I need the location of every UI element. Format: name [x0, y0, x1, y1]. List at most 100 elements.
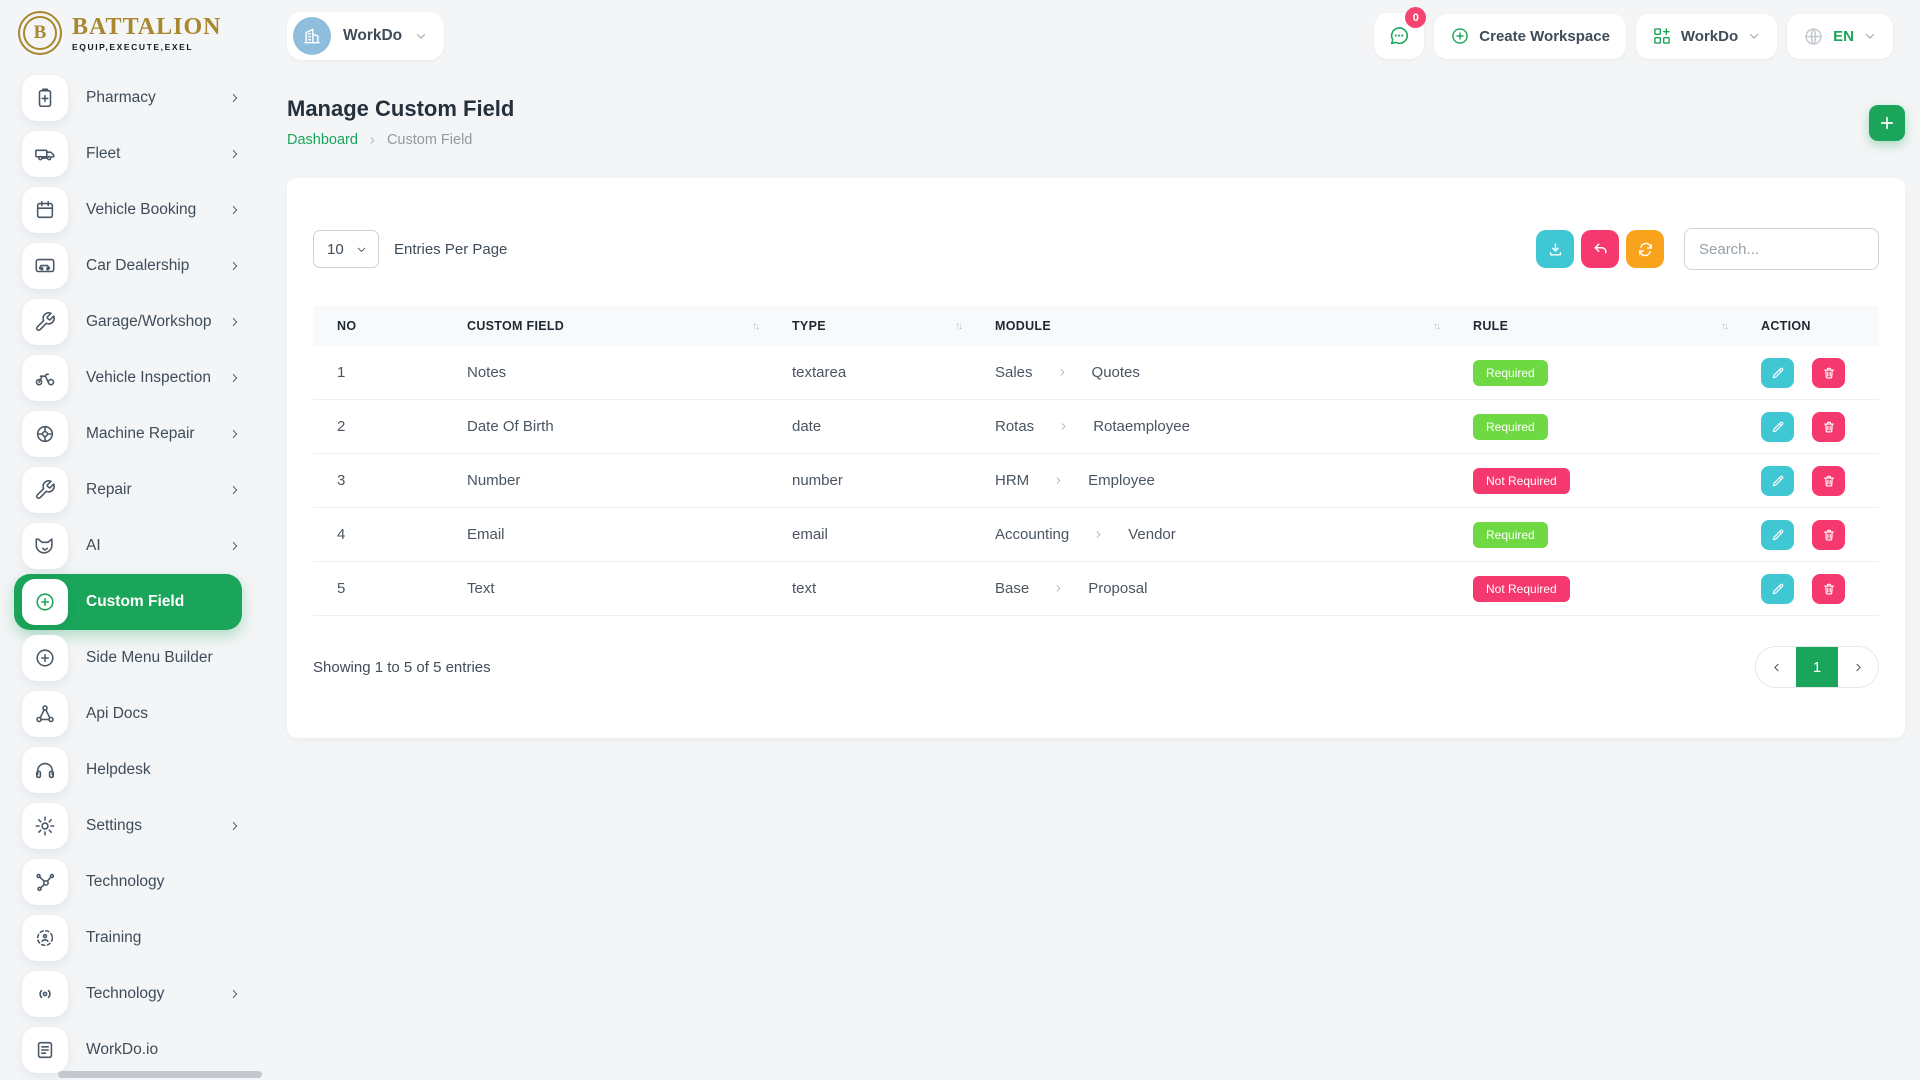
language-code: EN [1833, 27, 1854, 45]
breadcrumb-dashboard-link[interactable]: Dashboard [287, 132, 358, 148]
chevron-down-icon [414, 29, 428, 43]
broadcast-icon [22, 971, 68, 1017]
next-page-button[interactable] [1838, 647, 1878, 687]
cell-type: number [792, 472, 843, 489]
chevron-right-icon [1093, 529, 1104, 540]
trash-icon [1822, 582, 1836, 596]
reset-button[interactable] [1581, 230, 1619, 268]
add-custom-field-button[interactable] [1869, 105, 1905, 141]
search-input[interactable] [1684, 228, 1879, 270]
brand-name: BATTALION [72, 13, 222, 40]
sidebar-item-ai[interactable]: AI [0, 518, 260, 574]
module-parent: Sales [995, 364, 1033, 381]
messages-count-badge: 0 [1405, 7, 1427, 28]
hub-icon [22, 859, 68, 905]
rule-badge: Not Required [1473, 467, 1570, 494]
sidebar-item-label: Pharmacy [86, 89, 156, 106]
edit-button[interactable] [1761, 519, 1794, 550]
module-child: Vendor [1128, 526, 1176, 543]
workspace-selector[interactable]: WorkDo [287, 12, 445, 60]
column-header-rule[interactable]: RULE ↑↓ [1449, 319, 1737, 333]
column-header-label: TYPE [792, 319, 826, 333]
sidebar-item-vehicle-booking[interactable]: Vehicle Booking [0, 182, 260, 238]
chevron-down-icon [1863, 29, 1877, 43]
sidebar-item-workdo-io[interactable]: WorkDo.io [0, 1022, 260, 1078]
edit-button[interactable] [1761, 465, 1794, 496]
delete-button[interactable] [1812, 357, 1845, 388]
sidebar-item-label: Settings [86, 817, 143, 834]
current-page-button[interactable]: 1 [1796, 647, 1838, 687]
delete-button[interactable] [1812, 519, 1845, 550]
sidebar-item-technology[interactable]: Technology [0, 854, 260, 910]
sidebar-item-side-menu-builder[interactable]: Side Menu Builder [0, 630, 260, 686]
sidebar-item-fleet[interactable]: Fleet [0, 126, 260, 182]
chevron-right-icon [228, 539, 242, 553]
cell-module: Rotas Rotaemployee [971, 418, 1449, 435]
entries-per-page-select[interactable]: 10 [313, 230, 379, 268]
refresh-button[interactable] [1626, 230, 1664, 268]
delete-button[interactable] [1812, 573, 1845, 604]
export-button[interactable] [1536, 230, 1574, 268]
edit-button[interactable] [1761, 573, 1794, 604]
sidebar-item-repair[interactable]: Repair [0, 462, 260, 518]
van-icon [22, 131, 68, 177]
undo-icon [1592, 241, 1609, 258]
cell-action [1737, 573, 1879, 604]
delete-button[interactable] [1812, 411, 1845, 442]
edit-button[interactable] [1761, 357, 1794, 388]
column-header-label: NO [337, 319, 357, 333]
sidebar-item-api-docs[interactable]: Api Docs [0, 686, 260, 742]
sidebar-item-technology[interactable]: Technology [0, 966, 260, 1022]
column-header-custom-field[interactable]: CUSTOM FIELD ↑↓ [443, 319, 768, 333]
cell-type: textarea [792, 364, 847, 381]
language-selector[interactable]: EN [1787, 13, 1893, 59]
breadcrumb-current: Custom Field [386, 132, 473, 148]
sidebar-item-machine-repair[interactable]: Machine Repair [0, 406, 260, 462]
table-row: 2 Date Of Birth date Rotas Rotaemployee … [313, 400, 1879, 454]
previous-page-button[interactable] [1756, 647, 1796, 687]
sidebar-item-label: Machine Repair [86, 425, 195, 442]
create-workspace-button[interactable]: Create Workspace [1434, 13, 1626, 59]
plus-circle-icon [22, 579, 68, 625]
module-child: Proposal [1088, 580, 1148, 597]
sidebar-item-helpdesk[interactable]: Helpdesk [0, 742, 260, 798]
sidebar-item-custom-field[interactable]: Custom Field [14, 574, 242, 630]
sidebar-item-label: Side Menu Builder [86, 649, 213, 666]
sidebar-item-settings[interactable]: Settings [0, 798, 260, 854]
sort-icon[interactable]: ↑↓ [752, 320, 760, 332]
table-row: 5 Text text Base Proposal Not Required [313, 562, 1879, 616]
cell-rule: Required [1449, 413, 1737, 440]
wrench-icon [22, 467, 68, 513]
column-header-module[interactable]: MODULE ↑↓ [971, 319, 1449, 333]
fox-icon [22, 523, 68, 569]
sidebar-item-label: Garage/Workshop [86, 313, 212, 330]
cell-custom-field: Date Of Birth [467, 418, 554, 435]
sidebar-item-label: Repair [86, 481, 132, 498]
gear-icon [22, 803, 68, 849]
cell-rule: Required [1449, 359, 1737, 386]
plus-icon [1878, 114, 1896, 132]
sidebar-item-vehicle-inspection[interactable]: Vehicle Inspection [0, 350, 260, 406]
chevron-right-icon [228, 483, 242, 497]
workdo-menu-button[interactable]: WorkDo [1635, 13, 1778, 59]
edit-button[interactable] [1761, 411, 1794, 442]
column-header-no: NO [313, 319, 443, 333]
messages-button[interactable]: 0 [1374, 7, 1427, 59]
rule-badge: Required [1473, 413, 1548, 440]
sidebar-item-pharmacy[interactable]: Pharmacy [0, 70, 260, 126]
sort-icon[interactable]: ↑↓ [1721, 320, 1729, 332]
column-header-type[interactable]: TYPE ↑↓ [768, 319, 971, 333]
sort-icon[interactable]: ↑↓ [955, 320, 963, 332]
sidebar-scrollbar[interactable] [58, 1071, 262, 1078]
module-parent: Rotas [995, 418, 1035, 435]
chevron-down-icon [1747, 29, 1761, 43]
motorcycle-icon [22, 355, 68, 401]
delete-button[interactable] [1812, 465, 1845, 496]
sidebar-item-garage-workshop[interactable]: Garage/Workshop [0, 294, 260, 350]
sidebar-item-training[interactable]: Training [0, 910, 260, 966]
sort-icon[interactable]: ↑↓ [1433, 320, 1441, 332]
wrench-icon [22, 299, 68, 345]
doc-icon [22, 1027, 68, 1073]
brand-tagline: EQUIP,EXECUTE,EXEL [72, 41, 194, 52]
sidebar-item-car-dealership[interactable]: Car Dealership [0, 238, 260, 294]
